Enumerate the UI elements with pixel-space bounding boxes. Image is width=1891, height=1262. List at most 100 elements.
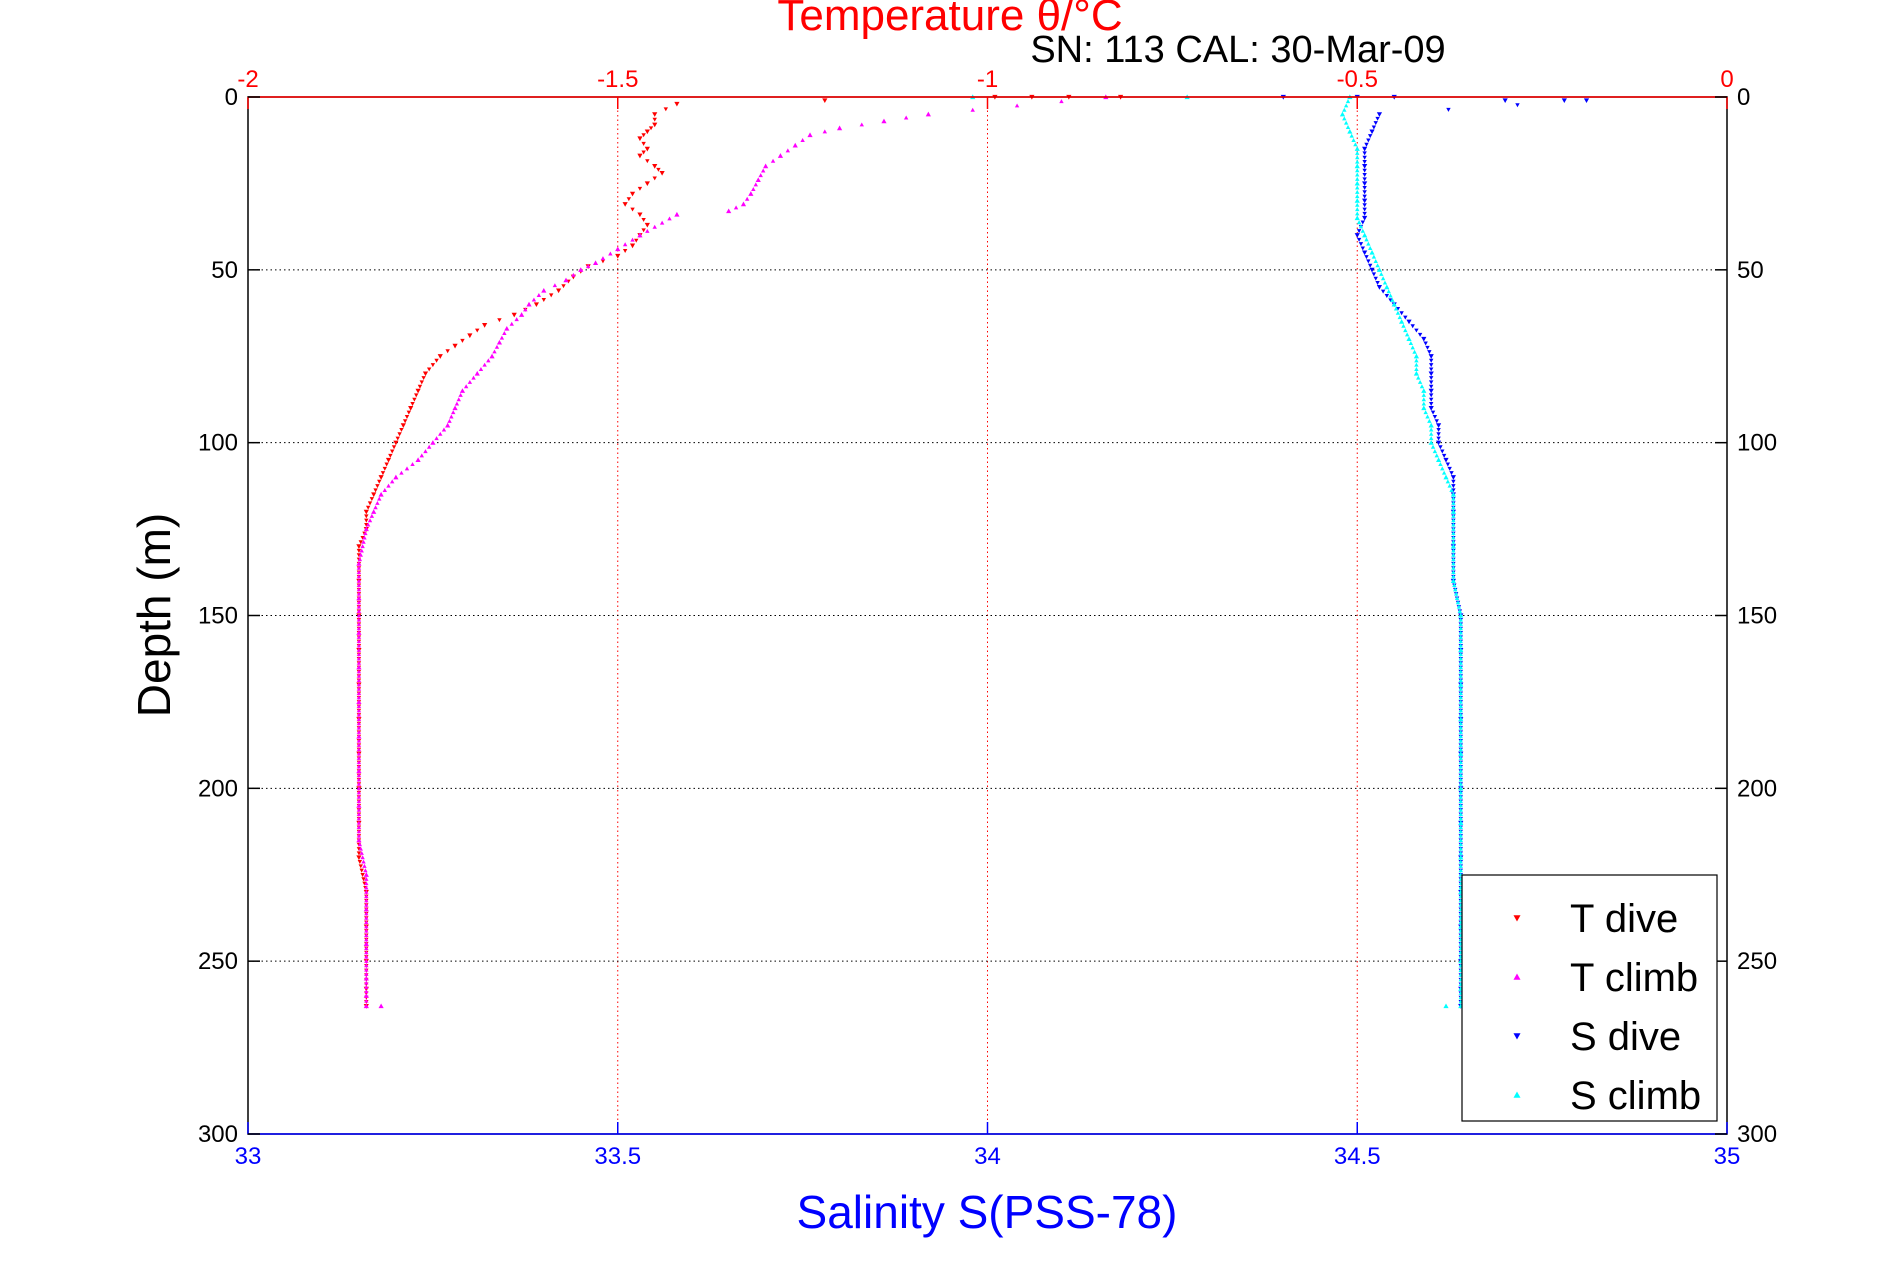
data-point [1362, 173, 1367, 177]
data-point [393, 474, 399, 480]
data-point [1413, 353, 1420, 359]
data-point [1388, 293, 1393, 298]
data-point [415, 457, 421, 463]
data-point [1421, 405, 1427, 411]
data-point [434, 358, 439, 363]
data-point [1458, 721, 1463, 726]
data-point [478, 367, 484, 371]
data-point [1451, 548, 1456, 553]
data-point [454, 401, 460, 406]
data-point [1380, 276, 1386, 281]
top-tick-label: -2 [237, 66, 258, 93]
data-point [399, 470, 404, 475]
data-point [1430, 410, 1436, 415]
legend-marker [1513, 973, 1521, 980]
data-point [364, 876, 369, 881]
data-point [356, 595, 362, 601]
data-point [563, 277, 569, 283]
data-point [1355, 185, 1360, 190]
data-point [356, 617, 362, 622]
data-point [1423, 410, 1428, 415]
data-point [356, 717, 362, 721]
data-point [356, 816, 362, 821]
data-point [1458, 652, 1463, 657]
data-point [489, 353, 495, 359]
data-point [641, 150, 646, 155]
data-point [356, 652, 362, 657]
data-point [356, 634, 362, 639]
data-point [1458, 630, 1463, 635]
legend-marker [1513, 1091, 1521, 1098]
data-point [1458, 799, 1463, 804]
y-tick-label-right: 250 [1737, 948, 1777, 975]
data-point [356, 837, 362, 843]
data-point [652, 117, 657, 122]
data-point [1583, 98, 1590, 104]
data-point [1382, 280, 1388, 285]
data-point [1458, 785, 1464, 791]
data-point [1434, 419, 1439, 424]
data-point [426, 444, 432, 449]
data-point [1414, 367, 1419, 371]
data-point [364, 950, 369, 955]
data-point [514, 317, 519, 322]
data-point [356, 708, 362, 713]
data-point [608, 251, 613, 256]
data-point [1458, 617, 1463, 622]
data-point [1458, 755, 1463, 760]
data-point [1446, 107, 1451, 112]
data-point [592, 260, 599, 265]
data-point [371, 509, 377, 514]
data-point [1360, 228, 1365, 233]
data-point [753, 182, 758, 187]
data-point [445, 422, 451, 428]
data-point [364, 984, 369, 989]
data-point [364, 971, 369, 976]
data-point [377, 496, 382, 501]
data-point [356, 565, 362, 570]
data-point [356, 794, 362, 799]
data-point [356, 833, 362, 838]
data-point [1376, 285, 1383, 290]
data-point [656, 167, 661, 172]
data-point [1364, 142, 1369, 147]
data-point [1399, 319, 1405, 324]
data-point [641, 228, 646, 233]
data-point [1417, 379, 1423, 384]
data-point [364, 933, 369, 938]
data-point [356, 570, 362, 575]
data-point [1425, 414, 1430, 419]
data-point [1458, 751, 1464, 756]
data-point [362, 535, 367, 540]
data-point [356, 664, 362, 670]
data-point [452, 343, 458, 349]
data-point [630, 237, 635, 242]
data-point [458, 392, 463, 397]
data-point [615, 253, 621, 259]
data-point [356, 682, 362, 687]
data-point [1458, 837, 1463, 842]
data-point [652, 176, 657, 181]
data-point [1366, 241, 1371, 246]
data-point [1362, 177, 1367, 182]
bottom-tick-label: 33.5 [594, 1143, 641, 1170]
data-point [1443, 474, 1449, 480]
data-point [1412, 349, 1417, 354]
data-point [367, 501, 373, 506]
data-point [1386, 289, 1391, 294]
data-point [451, 410, 456, 415]
data-point [637, 232, 643, 238]
data-point [1458, 695, 1463, 700]
data-point [1451, 479, 1456, 484]
data-point [1428, 371, 1434, 377]
data-point [1421, 392, 1427, 397]
data-point [356, 742, 362, 747]
data-point [822, 98, 828, 104]
data-point [1339, 111, 1346, 117]
data-point [356, 643, 362, 648]
data-point [541, 287, 547, 293]
data-point [1367, 134, 1373, 139]
data-point [412, 397, 417, 402]
data-point [356, 544, 362, 549]
legend-label: S dive [1570, 1015, 1681, 1059]
